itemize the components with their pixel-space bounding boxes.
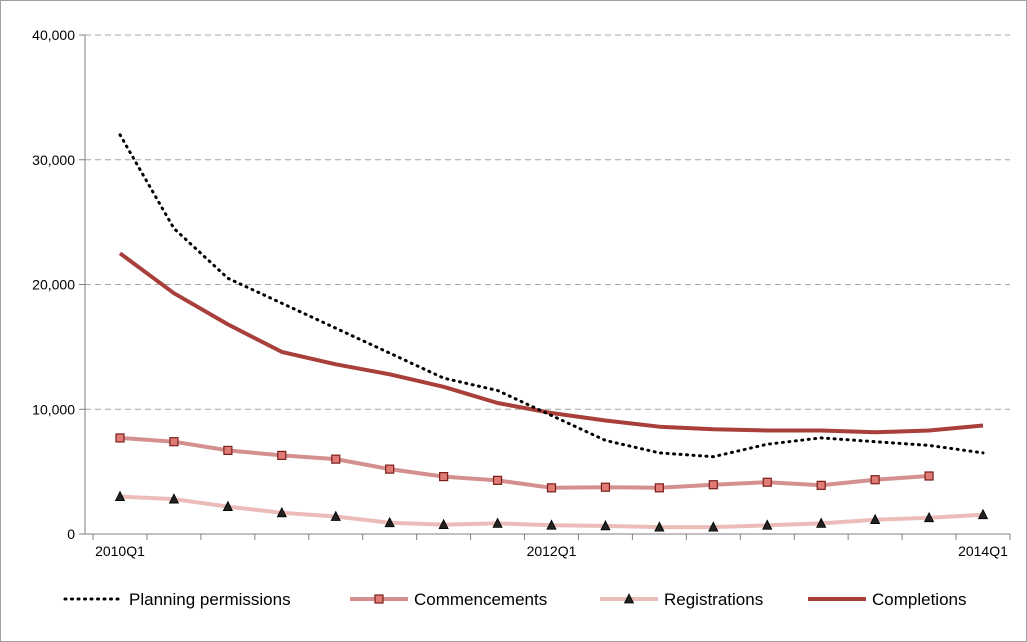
series-layer [114, 133, 989, 532]
commencements-point [924, 471, 934, 481]
legend-marker [374, 594, 384, 604]
y-tick-label: 20,000 [32, 277, 75, 293]
y-tick-label: 0 [67, 526, 75, 542]
registrations-point [276, 506, 287, 518]
registrations-point [222, 500, 234, 511]
commencements-line [119, 435, 930, 490]
commencements-point [654, 483, 664, 493]
registrations-point [114, 490, 126, 501]
legend-item-commencements: Commencements [350, 590, 547, 609]
commencements-point [816, 480, 826, 490]
commencements-point [439, 472, 449, 482]
commencements-point [546, 483, 557, 493]
series-registrations [114, 490, 989, 532]
commencements-point [870, 475, 880, 485]
gridlines [85, 34, 1010, 410]
legend-item-planning-permissions: Planning permissions [63, 590, 291, 609]
registrations-point [600, 519, 611, 531]
x-tick-label: 2012Q1 [527, 543, 577, 559]
commencements-point [223, 445, 233, 456]
registrations-point [438, 518, 449, 530]
commencements-point [385, 464, 395, 474]
series-completions [118, 251, 984, 435]
registrations-point [384, 516, 395, 528]
x-tick-label: 2014Q1 [958, 543, 1008, 559]
legend-label: Completions [872, 590, 967, 609]
planning-permissions-line [118, 133, 985, 459]
legend-item-registrations: Registrations [600, 590, 763, 609]
legend-marker [623, 593, 635, 604]
commencements-point [762, 477, 772, 487]
registrations-point [168, 493, 180, 504]
registrations-point [546, 519, 557, 530]
y-tick-label: 10,000 [32, 401, 75, 417]
commencements-point [115, 433, 125, 443]
series-planning-permissions [118, 133, 985, 459]
registrations-point [708, 521, 719, 532]
commencements-point [492, 475, 503, 485]
legend-label: Planning permissions [129, 590, 291, 609]
registrations-point [869, 513, 881, 525]
registrations-point [923, 511, 935, 523]
axes: 0 10,000 20,000 30,000 40,000 2010Q1 2012Q1 201… [32, 27, 1011, 559]
y-tick-label: 40,000 [32, 27, 75, 43]
legend-label: Registrations [664, 590, 763, 609]
registrations-point [977, 508, 989, 520]
commencements-point [331, 454, 341, 464]
registrations-point [762, 519, 773, 530]
completions-line [118, 251, 984, 435]
registrations-point [492, 517, 503, 528]
commencements-point [600, 482, 611, 492]
legend-item-completions: Completions [808, 590, 967, 609]
commencements-point [169, 437, 179, 447]
registrations-point [654, 521, 665, 532]
commencements-point [277, 450, 287, 461]
registrations-point [330, 510, 341, 521]
commencements-point [708, 480, 718, 490]
legend: Planning permissions Commencements Registr… [63, 590, 967, 609]
y-tick-label: 30,000 [32, 152, 75, 168]
registrations-point [816, 517, 827, 528]
legend-label: Commencements [414, 590, 547, 609]
x-tick-label: 2010Q1 [95, 543, 145, 559]
series-commencements [115, 433, 934, 493]
